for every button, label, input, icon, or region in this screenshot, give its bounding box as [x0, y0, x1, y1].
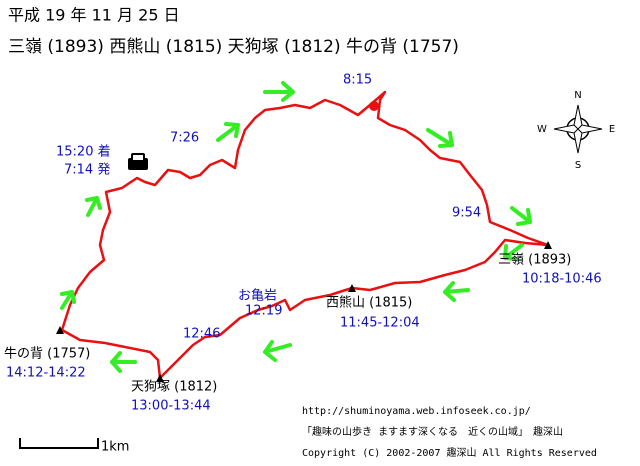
peak-time: 14:12-14:22: [6, 366, 86, 381]
peak-time: 13:00-13:44: [131, 399, 211, 414]
waypoint-time: 9:54: [452, 206, 481, 221]
scale-bar: 1km: [19, 438, 129, 455]
start-point: [369, 101, 379, 111]
waypoint-time: 7:26: [170, 131, 199, 146]
compass-e: E: [609, 124, 615, 135]
peak-name: 牛の背 (1757): [4, 347, 90, 362]
arrival-time: 15:20 着: [56, 144, 111, 160]
summit-markers: [56, 241, 552, 382]
peak-time: 11:45-12:04: [340, 316, 420, 331]
compass-s: S: [575, 160, 581, 171]
departure-time: 7:14 発: [64, 163, 110, 178]
car-icon: [128, 153, 148, 170]
site-tagline: 「趣味の山歩き ますます深くなる 近くの山域」 趣深山: [302, 425, 563, 438]
peak-time: 10:18-10:46: [522, 272, 602, 287]
compass-n: N: [574, 90, 581, 101]
waypoint-name: お亀岩: [238, 289, 277, 304]
site-url: http://shuminoyama.web.infoseek.co.jp/: [302, 406, 531, 417]
compass: N S W E: [537, 90, 615, 171]
scale-label: 1km: [101, 440, 129, 455]
waypoint-time: 8:15: [343, 73, 372, 88]
copyright: Copyright (C) 2002-2007 趣深山 All Rights R…: [302, 446, 597, 459]
peak-name: 天狗塚 (1812): [131, 380, 217, 395]
map-date: 平成 19 年 11 月 25 日: [8, 6, 180, 25]
direction-arrows: [60, 81, 532, 373]
waypoint-time: 12:46: [183, 327, 220, 342]
peak-name: 三嶺 (1893): [498, 253, 571, 268]
waypoint-time: 12:19: [245, 304, 282, 319]
compass-w: W: [537, 124, 547, 135]
peak-name: 西熊山 (1815): [326, 295, 412, 311]
route: [60, 90, 550, 380]
map-title: 三嶺 (1893) 西熊山 (1815) 天狗塚 (1812) 牛の背 (175…: [8, 37, 459, 57]
